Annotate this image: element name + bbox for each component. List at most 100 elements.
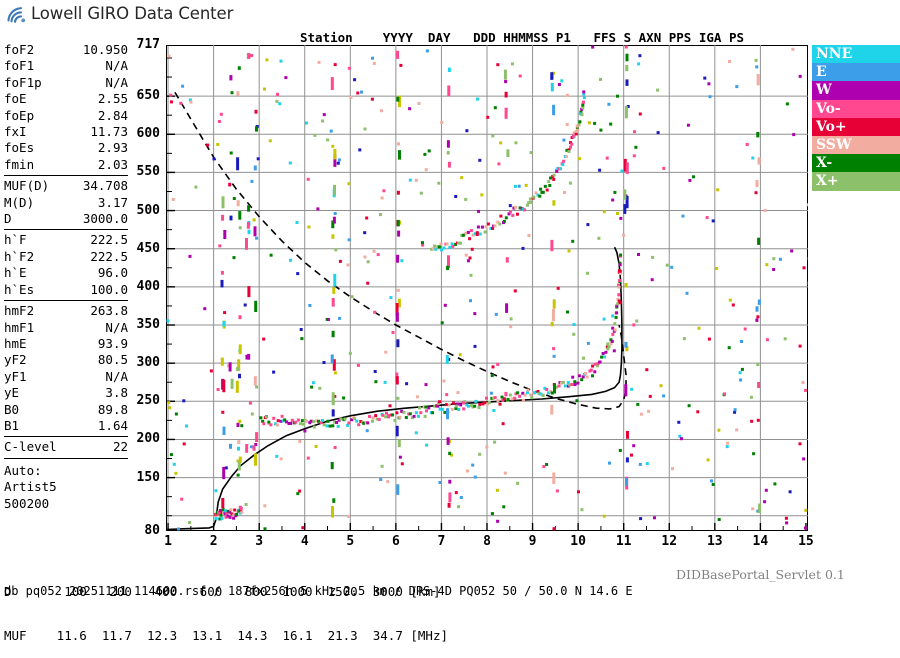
echo-pixel xyxy=(494,224,497,227)
interference-column-pixel xyxy=(333,217,336,224)
noise-pixel xyxy=(334,248,337,251)
noise-pixel xyxy=(804,389,807,392)
interference-column-pixel xyxy=(448,452,451,455)
noise-pixel xyxy=(348,67,351,70)
noise-pixel xyxy=(334,446,337,449)
divider xyxy=(4,458,128,459)
noise-pixel xyxy=(478,453,481,456)
noise-pixel xyxy=(578,157,581,160)
echo-pixel xyxy=(468,237,471,240)
noise-pixel xyxy=(457,505,460,508)
noise-pixel xyxy=(566,123,569,126)
echo-pixel xyxy=(347,422,350,425)
interference-column-pixel xyxy=(254,376,257,385)
noise-pixel xyxy=(556,489,559,492)
noise-pixel xyxy=(639,517,642,520)
noise-pixel xyxy=(510,317,513,320)
echo-pixel xyxy=(438,245,441,248)
interference-column-pixel xyxy=(332,392,335,405)
noise-pixel xyxy=(522,247,525,250)
echo-pixel xyxy=(530,396,533,399)
echo-pixel xyxy=(538,195,541,198)
interference-column-pixel xyxy=(553,299,556,308)
interference-column-pixel xyxy=(504,392,507,396)
echo-pixel xyxy=(505,216,508,219)
echo-pixel xyxy=(608,345,611,348)
legend-item-nne[interactable]: NNE xyxy=(812,45,900,63)
x-tick-label: 5 xyxy=(335,536,365,548)
noise-pixel xyxy=(280,60,283,63)
noise-pixel xyxy=(371,57,374,60)
legend-item-e[interactable]: E xyxy=(812,63,900,81)
noise-pixel xyxy=(462,402,465,405)
echo-pixel xyxy=(542,394,545,397)
noise-pixel xyxy=(169,94,172,97)
echo-pixel xyxy=(291,419,294,422)
interference-column-pixel xyxy=(757,382,760,388)
param-key: foF2 xyxy=(4,42,34,58)
echo-pixel xyxy=(478,406,481,409)
noise-pixel xyxy=(182,399,185,402)
legend-item-x[interactable]: X+ xyxy=(812,172,900,190)
param-key: hmF2 xyxy=(4,303,34,319)
noise-pixel xyxy=(269,139,272,142)
noise-pixel xyxy=(688,404,691,407)
interference-column-pixel xyxy=(236,381,239,393)
legend-item-ssw[interactable]: SSW xyxy=(812,136,900,154)
interference-column-pixel xyxy=(506,257,509,262)
echo-pixel xyxy=(473,405,476,408)
noise-pixel xyxy=(553,527,556,530)
interference-column-pixel xyxy=(253,218,256,221)
echo-pixel xyxy=(443,411,446,414)
legend-item-x[interactable]: X- xyxy=(812,154,900,172)
echo-pixel xyxy=(590,369,593,372)
noise-pixel xyxy=(217,388,220,391)
legend-item-vo[interactable]: Vo+ xyxy=(812,118,900,136)
interference-column-pixel xyxy=(238,66,241,70)
autoscaling-line: 500200 xyxy=(4,496,128,512)
noise-pixel xyxy=(562,139,565,142)
noise-pixel xyxy=(765,263,768,266)
interference-column-pixel xyxy=(448,503,451,508)
param-key: B1 xyxy=(4,418,19,434)
interference-column-pixel xyxy=(222,196,225,208)
noise-pixel xyxy=(619,217,622,220)
interference-column-pixel xyxy=(239,344,242,354)
echo-pixel xyxy=(240,511,243,514)
noise-pixel xyxy=(635,320,638,323)
noise-pixel xyxy=(220,113,223,116)
echo-pixel xyxy=(393,419,396,422)
noise-pixel xyxy=(802,457,805,460)
echo-pixel xyxy=(546,189,549,192)
echo-pixel xyxy=(561,163,564,166)
echo-pixel xyxy=(484,231,487,234)
noise-pixel xyxy=(633,130,636,133)
echo-pixel xyxy=(259,416,262,419)
noise-pixel xyxy=(471,248,474,251)
noise-pixel xyxy=(651,278,654,281)
noise-pixel xyxy=(339,260,342,263)
noise-pixel xyxy=(710,479,713,482)
ionogram-plot[interactable] xyxy=(166,45,808,531)
echo-pixel xyxy=(395,411,398,414)
echo-pixel xyxy=(467,405,470,408)
interference-column-pixel xyxy=(397,220,400,226)
legend-item-w[interactable]: W xyxy=(812,81,900,99)
x-tick-label: 8 xyxy=(472,536,502,548)
noise-pixel xyxy=(639,113,642,116)
echo-pixel xyxy=(323,423,326,426)
param-key: B0 xyxy=(4,402,19,418)
noise-pixel xyxy=(415,431,418,434)
echo-pixel xyxy=(391,413,394,416)
noise-pixel xyxy=(476,98,479,101)
noise-pixel xyxy=(221,411,224,414)
noise-pixel xyxy=(466,470,469,473)
echo-pixel xyxy=(483,401,486,404)
noise-pixel xyxy=(218,244,221,247)
noise-pixel xyxy=(278,102,281,105)
legend-item-vo[interactable]: Vo- xyxy=(812,100,900,118)
interference-column-pixel xyxy=(238,420,241,423)
